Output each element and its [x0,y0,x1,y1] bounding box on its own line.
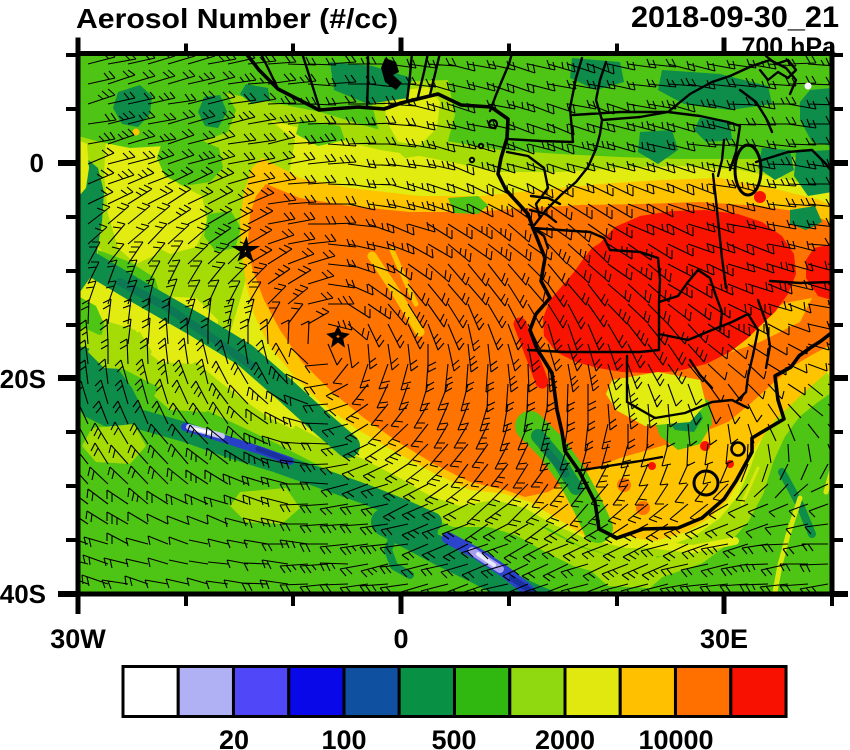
svg-text:2018-09-30_21: 2018-09-30_21 [631,1,839,34]
svg-text:Aerosol Number (#/cc): Aerosol Number (#/cc) [76,3,398,34]
svg-text:20: 20 [219,725,249,750]
svg-text:20S: 20S [0,364,46,394]
svg-text:500: 500 [431,725,476,750]
svg-text:30W: 30W [50,624,106,654]
svg-text:0: 0 [393,624,408,654]
svg-text:40S: 40S [0,579,46,609]
svg-text:0: 0 [30,148,44,178]
svg-text:2000: 2000 [535,725,595,750]
svg-text:30E: 30E [700,624,748,654]
svg-text:700 hPa: 700 hPa [741,33,837,61]
svg-text:10000: 10000 [638,725,713,750]
svg-text:100: 100 [321,725,366,750]
